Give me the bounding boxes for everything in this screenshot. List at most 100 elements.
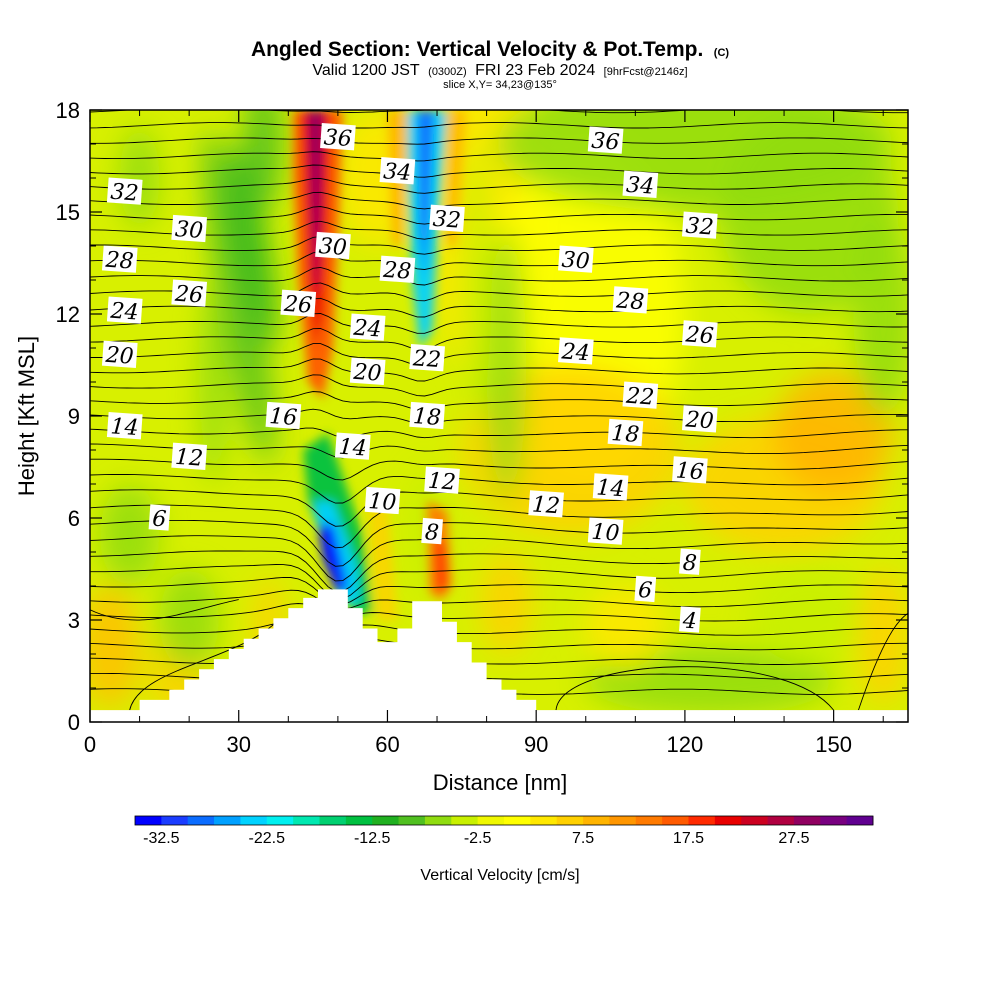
- contour-label-text: 6: [151, 507, 167, 533]
- contour-label-bg: [320, 123, 356, 151]
- contour-label-bg: [379, 255, 416, 283]
- colorbar-swatch: [530, 816, 558, 825]
- isentrope-line: [90, 164, 908, 178]
- contour-label-bg: [587, 126, 624, 154]
- isentrope-line: [90, 358, 908, 382]
- colorbar-swatch: [556, 816, 584, 825]
- contour-label-bg: [280, 289, 317, 317]
- isentrope-line: [90, 603, 908, 622]
- colorbar-swatch: [741, 816, 768, 825]
- field-core: [367, 501, 398, 620]
- colorbar-swatch: [767, 816, 795, 825]
- slice-info: slice X,Y= 34,23@135°: [443, 79, 557, 91]
- contour-label: 24: [558, 337, 594, 366]
- isentrope-line: [90, 151, 908, 162]
- isentrope-line: [90, 443, 908, 459]
- isentrope-line: [90, 220, 908, 240]
- contour-label-bg: [622, 170, 659, 198]
- colorbar-tick-label: -32.5: [143, 830, 180, 847]
- contour-label-text: 24: [352, 316, 383, 343]
- contour-label-text: 28: [614, 288, 645, 315]
- contour-label-bg: [528, 490, 564, 518]
- colorbar-swatch: [635, 816, 663, 825]
- contour-label-bg: [334, 432, 371, 460]
- contour-label-text: 18: [610, 421, 640, 448]
- field-blob: [203, 129, 275, 465]
- contour-label-text: 32: [110, 180, 140, 207]
- contour-label-bg: [681, 405, 718, 433]
- contour-label-text: 14: [596, 475, 626, 502]
- contour-label-bg: [558, 245, 594, 273]
- contour-label: 34: [379, 157, 416, 186]
- contour-label-text: 22: [624, 384, 655, 411]
- contour-label: 12: [528, 490, 564, 519]
- y-tick-label: 0: [68, 710, 80, 735]
- x-tick-label: 150: [815, 732, 852, 757]
- contour-label-text: 24: [560, 339, 591, 366]
- isentrope-line: [90, 297, 908, 318]
- colorbar-swatch: [398, 816, 426, 825]
- colorbar: -32.5 -22.5 -12.5 -2.5 7.5 17.5 27.5: [134, 815, 874, 847]
- x-tick-label: 90: [524, 732, 548, 757]
- colorbar-frame: [134, 815, 874, 826]
- colorbar-swatch: [345, 816, 373, 825]
- contour-label-text: 12: [531, 492, 561, 519]
- colorbar-tick-label: -22.5: [249, 830, 286, 847]
- contour-label-text: 10: [591, 520, 621, 547]
- colorbar-swatch: [293, 816, 320, 825]
- field-blob: [90, 586, 140, 709]
- x-tick-label: 60: [375, 732, 399, 757]
- chart-subtitle: Valid 1200 JST (0300Z) FRI 23 Feb 2024 […: [312, 62, 687, 79]
- contour-label-text: 28: [104, 248, 135, 275]
- isentrope-line: [90, 599, 239, 621]
- contour-label-text: 20: [684, 407, 715, 434]
- y-tick-label: 12: [56, 302, 80, 327]
- contour-label-text: 22: [411, 346, 442, 373]
- contour-label-bg: [101, 340, 138, 368]
- isentrope-line: [90, 235, 908, 255]
- contour-label-text: 36: [591, 129, 621, 156]
- contour-label: 30: [558, 245, 594, 275]
- field-blob: [719, 110, 899, 314]
- contour-label: 32: [681, 211, 718, 241]
- isentrope-line: [90, 328, 908, 350]
- colorbar-swatch: [793, 816, 821, 825]
- colorbar-tick-label: -12.5: [354, 830, 391, 847]
- contour-label-bg: [681, 320, 718, 348]
- colorbar-swatch: [662, 816, 689, 825]
- contour-label: 30: [171, 214, 208, 244]
- field-blob: [486, 229, 527, 501]
- contour-label-text: 4: [681, 608, 698, 634]
- isentrope-line: [90, 137, 908, 145]
- contour-label: 14: [334, 432, 371, 462]
- contour-label-bg: [679, 548, 701, 575]
- contour-label-bg: [106, 296, 143, 324]
- contour-label-bg: [612, 286, 649, 314]
- colorbar-swatch: [372, 816, 399, 825]
- contour-label-bg: [681, 211, 718, 239]
- contour-label-bg: [622, 381, 659, 409]
- isentrope-line: [90, 489, 908, 527]
- contour-label-bg: [679, 606, 701, 633]
- contour-label: 22: [409, 344, 445, 373]
- contour-label-bg: [349, 357, 386, 385]
- isentrope-line: [90, 535, 908, 582]
- isentrope-line: [90, 282, 908, 302]
- y-tick-label: 9: [68, 404, 80, 429]
- x-tick-label: 120: [667, 732, 704, 757]
- contour-label-text: 14: [110, 414, 140, 441]
- isentrope-line: [555, 666, 834, 711]
- contour-label: 26: [171, 279, 208, 309]
- contour-label-bg: [592, 473, 629, 501]
- contour-label-text: 34: [625, 173, 655, 200]
- contour-label-text: 26: [282, 292, 313, 319]
- contour-label: 20: [101, 340, 138, 370]
- y-tick-label: 15: [56, 200, 80, 225]
- contour-label-text: 8: [682, 551, 698, 577]
- contour-label: 16: [265, 401, 302, 431]
- y-tick-label: 18: [56, 98, 80, 123]
- isentrope-line: [90, 313, 908, 334]
- isentrope-line: [857, 612, 908, 711]
- contour-label: 8: [679, 548, 701, 577]
